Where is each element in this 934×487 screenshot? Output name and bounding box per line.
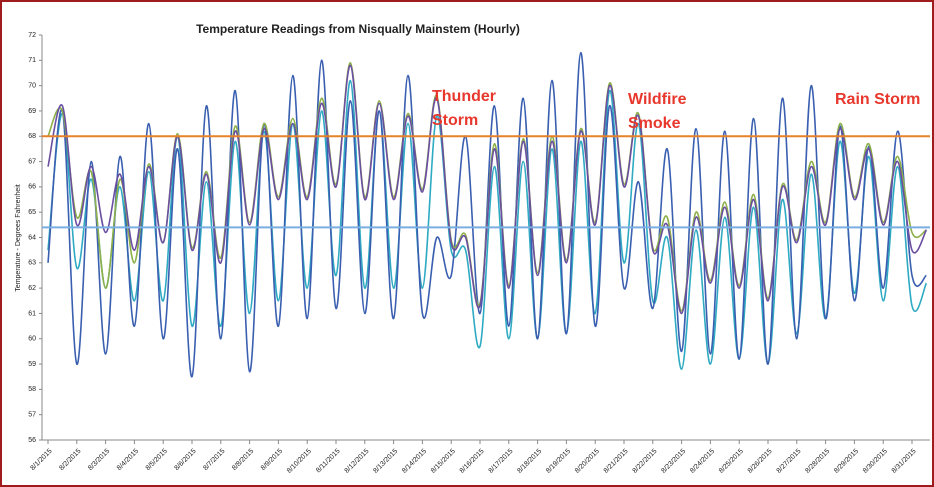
y-tick-label: 60 — [28, 336, 36, 343]
y-tick-label: 64 — [28, 234, 36, 241]
y-tick-label: 66 — [28, 184, 36, 191]
y-tick-label: 72 — [28, 32, 36, 39]
y-tick-label: 57 — [28, 412, 36, 419]
y-tick-label: 58 — [28, 386, 36, 393]
y-tick-label: 67 — [28, 158, 36, 165]
y-tick-label: 65 — [28, 209, 36, 216]
y-tick-label: 56 — [28, 437, 36, 444]
chart-title: Temperature Readings from Nisqually Main… — [196, 22, 520, 36]
series-line — [47, 79, 928, 370]
annotation: Rain Storm — [835, 91, 920, 108]
y-tick-label: 62 — [28, 285, 36, 292]
annotation: Storm — [432, 112, 478, 129]
annotation: Smoke — [628, 115, 681, 132]
series-line — [47, 64, 928, 315]
y-tick-label: 61 — [28, 310, 36, 317]
y-axis-label: Temperature - Degrees Fahrenheit — [15, 184, 22, 291]
y-tick-label: 63 — [28, 260, 36, 267]
y-tick-label: 59 — [28, 361, 36, 368]
y-tick-label: 71 — [28, 57, 36, 64]
annotation: Wildfire — [628, 91, 687, 108]
y-tick-label: 70 — [28, 82, 36, 89]
annotation: Thunder — [432, 88, 496, 105]
y-tick-label: 69 — [28, 108, 36, 115]
y-tick-label: 68 — [28, 133, 36, 140]
